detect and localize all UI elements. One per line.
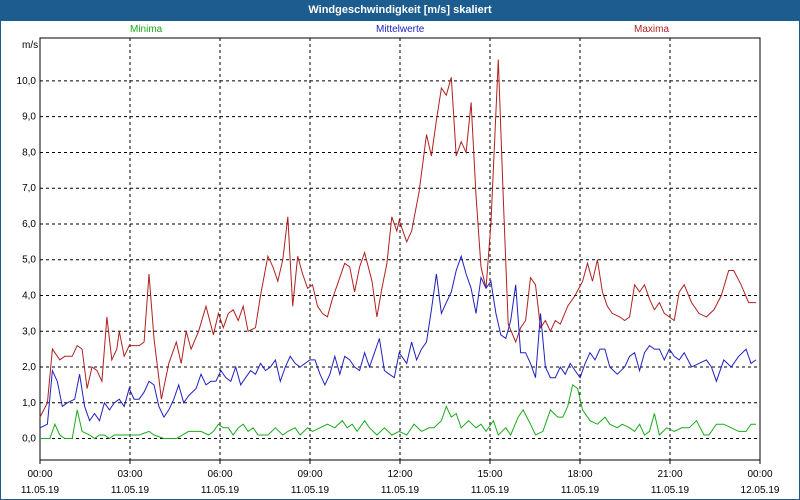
y-tick-label: 10,0 xyxy=(17,76,37,87)
x-tick-time: 18:00 xyxy=(567,469,592,480)
x-tick-time: 09:00 xyxy=(297,469,322,480)
x-tick-date: 11.05.19 xyxy=(651,485,690,496)
y-tick-label: 1,0 xyxy=(22,398,36,409)
y-tick-label: 4,0 xyxy=(22,290,36,301)
y-tick-label: 7,0 xyxy=(22,183,36,194)
x-tick-date: 11.05.19 xyxy=(201,485,240,496)
y-tick-label: 0,0 xyxy=(22,434,36,445)
series-line-minima xyxy=(40,384,756,440)
legend-mittelwerte: Mittelwerte xyxy=(376,24,425,35)
legend-maxima: Maxima xyxy=(634,24,670,35)
y-tick-label: 5,0 xyxy=(22,255,36,266)
y-tick-label: 6,0 xyxy=(22,219,36,230)
series-line-mittelwerte xyxy=(39,254,757,429)
x-tick-date: 11.05.19 xyxy=(471,485,510,496)
y-tick-label: 9,0 xyxy=(22,112,36,123)
y-tick-label: 3,0 xyxy=(22,326,36,337)
series-line-maxima xyxy=(39,59,756,418)
x-tick-date: 11.05.19 xyxy=(291,485,330,496)
x-tick-date: 11.05.19 xyxy=(21,485,60,496)
x-tick-date: 11.05.19 xyxy=(561,485,600,496)
y-tick-label: 8,0 xyxy=(22,147,36,158)
x-tick-time: 12:00 xyxy=(387,469,412,480)
x-tick-date: 12.05.19 xyxy=(741,485,780,496)
y-axis-unit: m/s xyxy=(22,40,39,51)
x-tick-time: 21:00 xyxy=(657,469,682,480)
x-tick-time: 00:00 xyxy=(27,469,52,480)
x-tick-date: 11.05.19 xyxy=(111,485,150,496)
chart-title: Windgeschwindigkeit [m/s] skaliert xyxy=(0,0,800,20)
x-tick-time: 06:00 xyxy=(207,469,232,480)
x-tick-time: 15:00 xyxy=(477,469,502,480)
x-tick-time: 00:00 xyxy=(747,469,772,480)
x-tick-time: 03:00 xyxy=(117,469,142,480)
x-tick-date: 11.05.19 xyxy=(381,485,420,496)
legend-minima: Minima xyxy=(130,24,163,35)
y-tick-label: 2,0 xyxy=(22,362,36,373)
